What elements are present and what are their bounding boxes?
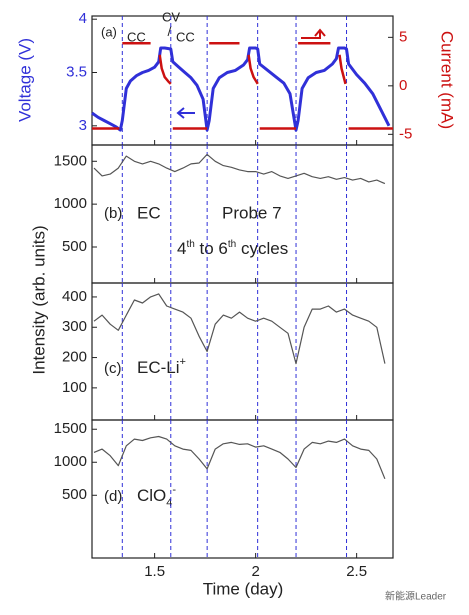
- panel-name: EC: [137, 203, 161, 222]
- panel-name: EC-Li+: [137, 356, 186, 378]
- watermark: 新能源Leader: [385, 590, 447, 603]
- annotation-stroke: [167, 25, 172, 37]
- y-tick-label: 3: [79, 117, 87, 134]
- panel-label: (a): [101, 24, 117, 39]
- y-tick-label: 1500: [54, 152, 87, 169]
- x-tick-label: 1.5: [144, 563, 165, 580]
- data-line: [93, 293, 386, 365]
- y-tick-label: 400: [62, 288, 87, 305]
- annotation: CC: [176, 29, 195, 44]
- y2-tick-label: 5: [399, 28, 407, 45]
- y-tick-label: 500: [62, 486, 87, 503]
- x-tick-label: 2.5: [346, 563, 367, 580]
- x-axis-label: Time (day): [203, 579, 284, 598]
- data-line: [93, 153, 386, 185]
- arrow: [176, 107, 195, 119]
- label: +: [180, 356, 186, 368]
- panel-frame: [91, 419, 394, 559]
- note: cycles: [236, 239, 288, 258]
- y2-tick-label: 0: [399, 77, 407, 94]
- data-line: [93, 435, 386, 480]
- note: th: [228, 239, 236, 250]
- annotation: Probe 7: [222, 203, 282, 222]
- panel-label: (b): [104, 205, 122, 222]
- y-tick-label: 1000: [54, 195, 87, 212]
- y2-tick-label: -5: [399, 125, 412, 142]
- panel-frame: [91, 282, 394, 421]
- data-line: [91, 46, 391, 132]
- y-tick-label: 4: [79, 10, 87, 27]
- label: EC-Li: [137, 358, 180, 377]
- label: ClO: [137, 486, 166, 505]
- y-axis-label: Voltage (V): [15, 38, 34, 122]
- y-axis-label: Intensity (arb. units): [29, 225, 48, 374]
- arrow: [301, 28, 326, 39]
- x-tick-label: 2: [251, 563, 259, 580]
- note: th: [186, 239, 194, 250]
- label: -: [172, 484, 176, 496]
- annotation: 4th to 6th cycles: [177, 239, 288, 259]
- note: to 6: [195, 239, 228, 258]
- y2-axis-label: Current (mA): [438, 31, 457, 129]
- y-tick-label: 100: [62, 379, 87, 396]
- note: 4: [177, 239, 186, 258]
- y-tick-label: 3.5: [66, 63, 87, 80]
- panel-name: ClO4-: [137, 484, 176, 509]
- y-tick-label: 200: [62, 349, 87, 366]
- panel-label: (c): [104, 360, 122, 377]
- y-tick-label: 1000: [54, 453, 87, 470]
- y-tick-label: 500: [62, 238, 87, 255]
- panel-label: (d): [104, 488, 122, 505]
- y-tick-label: 1500: [54, 420, 87, 437]
- y-tick-label: 300: [62, 318, 87, 335]
- data-line: [92, 41, 393, 130]
- annotation: CC: [127, 29, 146, 44]
- label: 4: [166, 497, 172, 509]
